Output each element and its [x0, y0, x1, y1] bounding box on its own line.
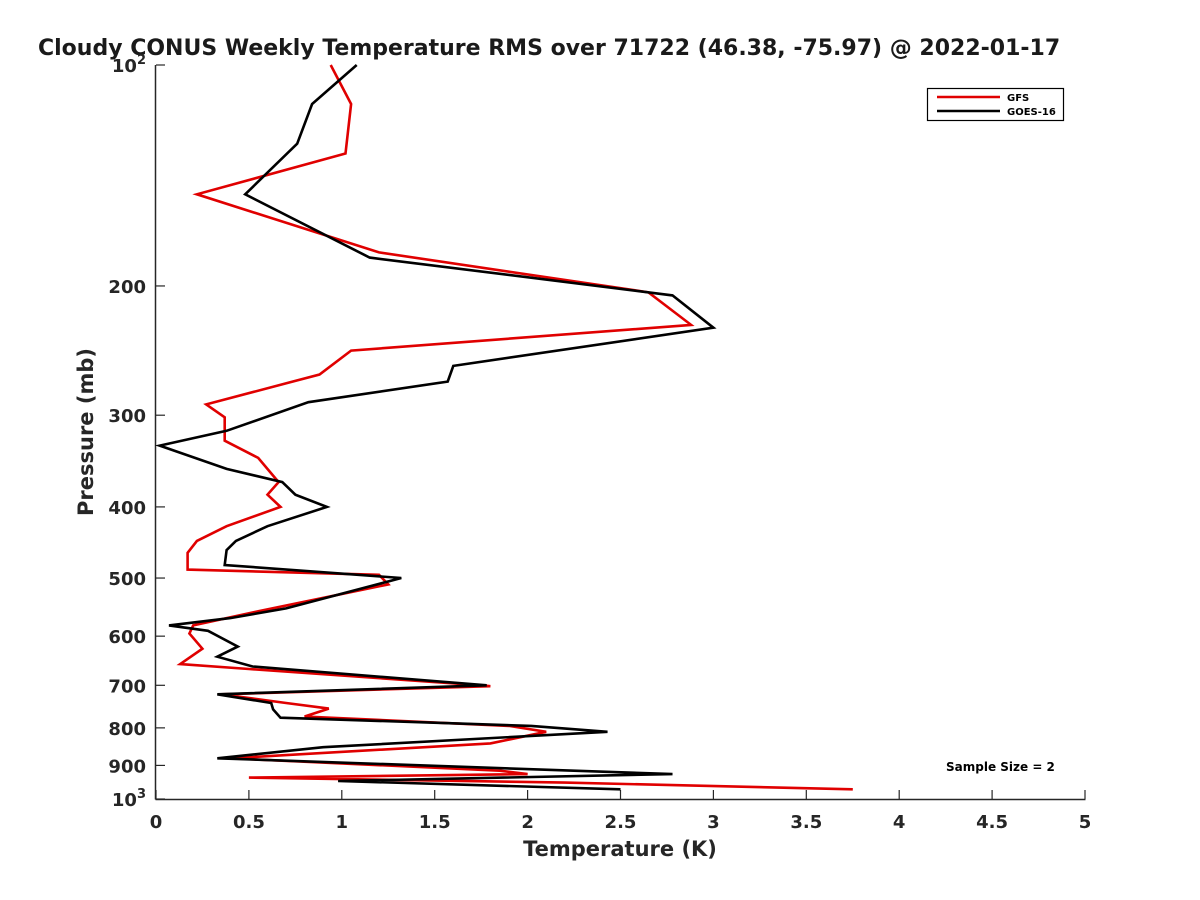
x-tick-label: 2.5 [605, 812, 637, 833]
x-tick-label: 4 [893, 812, 906, 833]
x-ticks: 0 0.5 1 1.5 2 2.5 3 3.5 4 4.5 5 [150, 790, 1092, 833]
y-tick-label: 103 [112, 787, 146, 811]
y-tick-label-exponent: 3 [137, 787, 146, 802]
x-tick-label: 2 [521, 812, 534, 833]
y-tick-label-base: 900 [108, 756, 146, 777]
y-tick-label: 300 [108, 406, 146, 427]
y-tick-label: 900 [108, 756, 146, 777]
y-tick-label-exponent: 2 [137, 53, 146, 68]
y-tick-label-base: 600 [108, 627, 146, 648]
series-line-goes-16 [154, 64, 717, 791]
plot-area: 0 0.5 1 1.5 2 2.5 3 3.5 4 4.5 5 102200300400500600… [108, 53, 1091, 833]
legend-label: GOES-16 [1007, 107, 1056, 118]
y-tick-label: 200 [108, 277, 146, 298]
y-tick-label: 600 [108, 627, 146, 648]
x-axis-label: Temperature (K) [523, 837, 717, 861]
legend-box [926, 87, 1065, 122]
y-tick-label-base: 10 [112, 56, 137, 77]
x-tick-label: 1 [336, 812, 349, 833]
x-tick-label: 1.5 [419, 812, 451, 833]
y-tick-label: 800 [108, 719, 146, 740]
y-tick-label-base: 700 [108, 676, 146, 697]
y-tick-label-base: 500 [108, 569, 146, 590]
x-tick-label: 4.5 [976, 812, 1008, 833]
x-tick-label: 3 [707, 812, 720, 833]
x-tick-label: 0 [150, 812, 163, 833]
y-axis-label: Pressure (mb) [74, 348, 98, 516]
y-tick-label: 700 [108, 676, 146, 697]
y-tick-label-base: 400 [108, 498, 146, 519]
y-tick-label-base: 200 [108, 277, 146, 298]
series-layer [154, 64, 853, 791]
y-tick-label: 102 [112, 53, 146, 77]
legend-label: GFS [1007, 93, 1029, 104]
y-tick-label-base: 300 [108, 406, 146, 427]
chart-title: Cloudy CONUS Weekly Temperature RMS over… [38, 36, 1060, 61]
sample-size-annotation: Sample Size = 2 [946, 760, 1055, 774]
plot-background [156, 65, 1085, 799]
series-line-gfs [176, 64, 853, 791]
x-tick-label: 0.5 [233, 812, 265, 833]
y-tick-label-base: 800 [108, 719, 146, 740]
y-tick-label: 500 [108, 569, 146, 590]
legend: GFS GOES-16 [926, 87, 1065, 122]
x-tick-label: 3.5 [790, 812, 822, 833]
y-tick-label: 400 [108, 498, 146, 519]
x-tick-label: 5 [1079, 812, 1092, 833]
y-tick-label-base: 10 [112, 790, 137, 811]
